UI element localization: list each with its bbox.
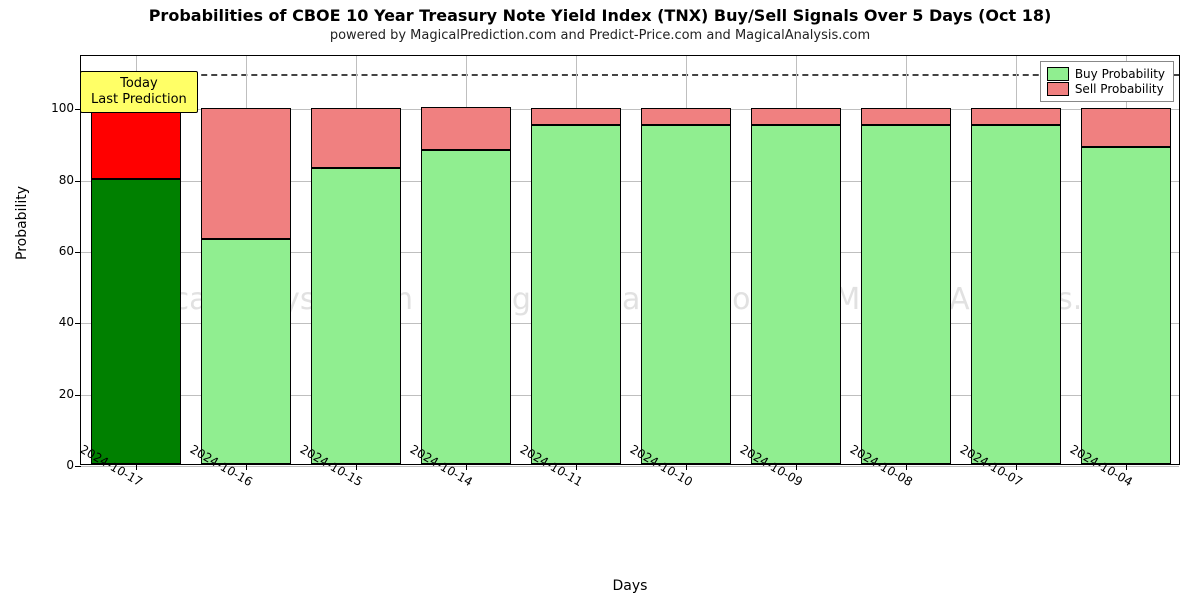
bar-group bbox=[421, 54, 511, 464]
bar-group bbox=[1081, 54, 1171, 464]
bar-buy bbox=[421, 150, 511, 464]
ytick-mark bbox=[75, 323, 81, 324]
legend-label: Buy Probability bbox=[1075, 67, 1165, 81]
legend-item: Sell Probability bbox=[1047, 82, 1165, 96]
ytick-label: 20 bbox=[59, 387, 74, 401]
plot-area: MagicalAnalysis.comMagicalAnalysis.comMa… bbox=[80, 55, 1180, 465]
y-axis-label: Probability bbox=[14, 186, 30, 260]
callout-line2: Last Prediction bbox=[91, 92, 187, 108]
ytick-mark bbox=[75, 466, 81, 467]
bar-sell bbox=[91, 108, 181, 179]
legend-label: Sell Probability bbox=[1075, 82, 1164, 96]
figure: Probabilities of CBOE 10 Year Treasury N… bbox=[0, 0, 1200, 600]
bar-buy bbox=[1081, 147, 1171, 464]
bar-buy bbox=[201, 239, 291, 464]
ytick-mark bbox=[75, 252, 81, 253]
ytick-label: 0 bbox=[66, 458, 74, 472]
xtick-mark bbox=[1126, 464, 1127, 470]
bar-buy bbox=[751, 125, 841, 464]
legend-swatch bbox=[1047, 82, 1069, 96]
xtick-mark bbox=[1016, 464, 1017, 470]
ytick-label: 60 bbox=[59, 244, 74, 258]
bar-group bbox=[201, 54, 291, 464]
watermark: MagicalAnalysis.com bbox=[468, 282, 780, 317]
xtick-mark bbox=[136, 464, 137, 470]
bar-sell bbox=[1081, 108, 1171, 147]
bar-buy bbox=[311, 168, 401, 464]
chart-title: Probabilities of CBOE 10 Year Treasury N… bbox=[0, 6, 1200, 25]
bar-group bbox=[751, 54, 841, 464]
bar-group bbox=[641, 54, 731, 464]
ytick-label: 100 bbox=[51, 101, 74, 115]
xtick-mark bbox=[466, 464, 467, 470]
bar-sell bbox=[421, 107, 511, 150]
bar-group bbox=[861, 54, 951, 464]
chart-subtitle: powered by MagicalPrediction.com and Pre… bbox=[0, 28, 1200, 43]
ytick-label: 80 bbox=[59, 173, 74, 187]
bar-buy bbox=[641, 125, 731, 464]
bar-buy bbox=[531, 125, 621, 464]
bar-sell bbox=[531, 108, 621, 126]
xtick-mark bbox=[246, 464, 247, 470]
bar-sell bbox=[311, 108, 401, 169]
bar-sell bbox=[861, 108, 951, 126]
bar-buy bbox=[971, 125, 1061, 464]
legend-swatch bbox=[1047, 67, 1069, 81]
bar-group bbox=[91, 54, 181, 464]
legend: Buy ProbabilitySell Probability bbox=[1040, 61, 1174, 102]
callout-line1: Today bbox=[91, 76, 187, 92]
ytick-mark bbox=[75, 181, 81, 182]
legend-item: Buy Probability bbox=[1047, 67, 1165, 81]
bar-group bbox=[971, 54, 1061, 464]
bar-buy bbox=[91, 179, 181, 464]
ytick-label: 40 bbox=[59, 315, 74, 329]
ytick-mark bbox=[75, 395, 81, 396]
bar-sell bbox=[201, 108, 291, 240]
xtick-mark bbox=[356, 464, 357, 470]
xtick-mark bbox=[686, 464, 687, 470]
xtick-mark bbox=[576, 464, 577, 470]
x-axis-label: Days bbox=[80, 578, 1180, 594]
bar-buy bbox=[861, 125, 951, 464]
bar-group bbox=[311, 54, 401, 464]
bar-sell bbox=[641, 108, 731, 126]
xtick-mark bbox=[906, 464, 907, 470]
bar-sell bbox=[971, 108, 1061, 126]
today-callout: TodayLast Prediction bbox=[80, 71, 198, 114]
bar-sell bbox=[751, 108, 841, 126]
xtick-mark bbox=[796, 464, 797, 470]
bar-group bbox=[531, 54, 621, 464]
